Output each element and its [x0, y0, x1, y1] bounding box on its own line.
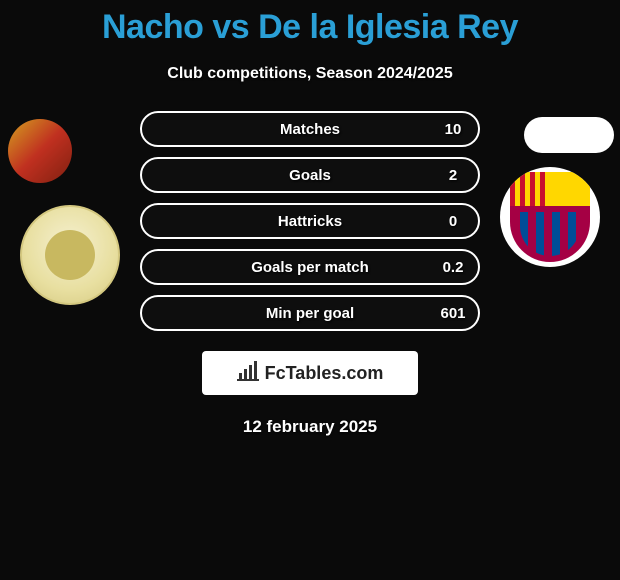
chart-bars-icon [237, 361, 259, 386]
comparison-panel: Matches 10 Goals 2 Hattricks 0 Goals per… [0, 111, 620, 437]
stat-right-value: 0.2 [428, 259, 478, 276]
stat-label: Hattricks [192, 213, 428, 230]
date-label: 12 february 2025 [0, 417, 620, 437]
stat-row-matches: Matches 10 [140, 111, 480, 147]
stat-right-value: 0 [428, 213, 478, 230]
stat-label: Min per goal [192, 305, 428, 322]
club-right-crest-icon [500, 167, 600, 267]
fcb-crest-icon [510, 172, 590, 262]
club-left-crest-icon [20, 205, 120, 305]
stat-row-goals-per-match: Goals per match 0.2 [140, 249, 480, 285]
stats-list: Matches 10 Goals 2 Hattricks 0 Goals per… [140, 111, 480, 331]
player-left-photo [8, 119, 72, 183]
brand-badge[interactable]: FcTables.com [202, 351, 418, 395]
stat-right-value: 2 [428, 167, 478, 184]
brand-label: FcTables.com [265, 363, 384, 384]
stat-row-goals: Goals 2 [140, 157, 480, 193]
stat-label: Goals per match [192, 259, 428, 276]
player-right-photo [524, 117, 614, 153]
stat-right-value: 601 [428, 305, 478, 322]
stat-label: Matches [192, 121, 428, 138]
stat-label: Goals [192, 167, 428, 184]
page-title: Nacho vs De la Iglesia Rey [0, 0, 620, 47]
subtitle: Club competitions, Season 2024/2025 [0, 65, 620, 83]
stat-row-min-per-goal: Min per goal 601 [140, 295, 480, 331]
stat-right-value: 10 [428, 121, 478, 138]
stat-row-hattricks: Hattricks 0 [140, 203, 480, 239]
